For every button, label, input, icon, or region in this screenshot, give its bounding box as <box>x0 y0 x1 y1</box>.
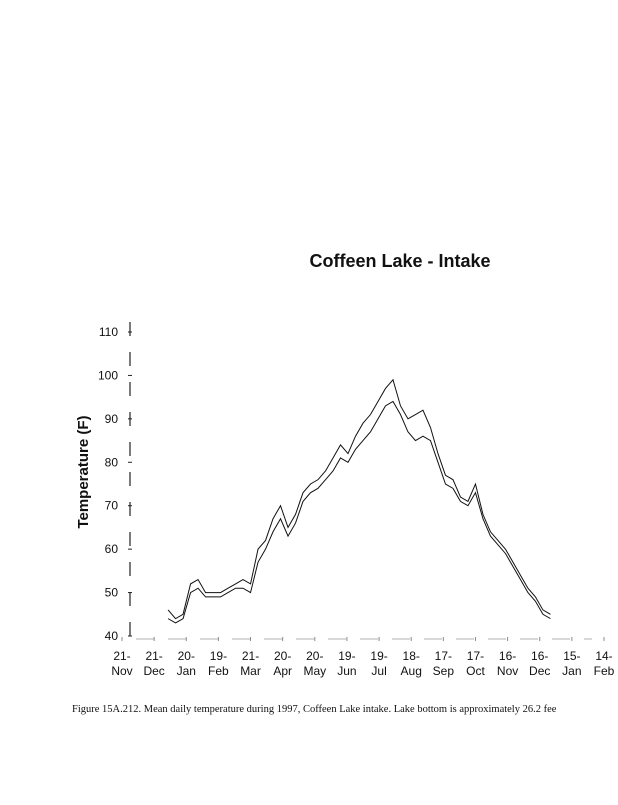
x-tick-label: 19-Feb <box>208 649 229 678</box>
x-tick-label: 21-Mar <box>240 649 261 678</box>
x-tick-label: 15-Jan <box>562 649 581 678</box>
x-tick-label: 16-Dec <box>529 649 550 678</box>
y-tick-label: 40 <box>105 629 119 643</box>
x-tick-label: 16-Nov <box>497 649 518 678</box>
y-axis-label: Temperature (F) <box>75 415 92 528</box>
y-tick-label: 50 <box>105 586 119 600</box>
x-tick-label: 18-Aug <box>401 649 422 678</box>
x-tick-label: 21-Nov <box>111 649 132 678</box>
series-line <box>167 400 551 624</box>
caption: Figure 15A.212. Mean daily temperature d… <box>72 704 557 715</box>
x-tick-label: 21-Dec <box>143 649 164 678</box>
x-tick-label: 20-Jan <box>177 649 196 678</box>
y-tick-label: 80 <box>105 455 119 469</box>
y-tick-label: 60 <box>105 542 119 556</box>
series-line <box>167 378 551 620</box>
x-tick-label: 17-Oct <box>466 649 485 678</box>
x-tick-label: 14-Feb <box>594 649 615 678</box>
x-tick-label: 20-May <box>303 649 326 678</box>
y-tick-label: 90 <box>105 412 119 426</box>
x-tick-label: 19-Jun <box>337 649 356 678</box>
y-tick-label: 110 <box>99 325 118 339</box>
y-tick-label: 100 <box>98 368 118 382</box>
x-tick-label: 20-Apr <box>273 649 292 678</box>
x-tick-label: 17-Sep <box>433 649 455 678</box>
x-tick-label: 19-Jul <box>370 649 387 678</box>
y-tick-label: 70 <box>105 499 119 513</box>
chart-title: Coffeen Lake - Intake <box>309 251 490 271</box>
